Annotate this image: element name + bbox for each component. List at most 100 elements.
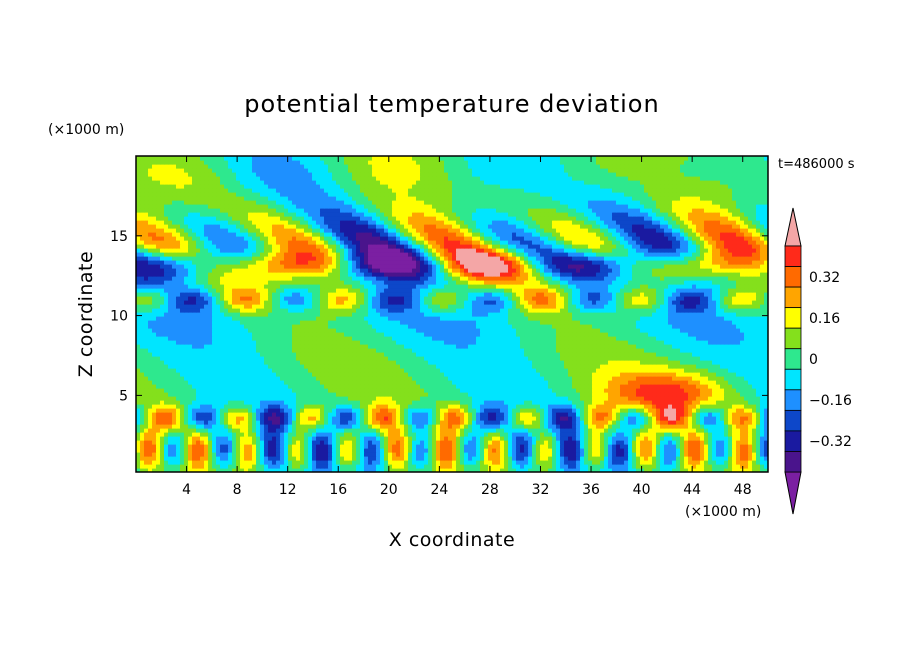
field-cell [452,464,457,469]
field-cell [544,416,549,421]
field-cell [460,432,465,437]
field-cell [596,452,601,457]
field-cell [248,424,253,429]
field-cell [244,404,249,409]
field-cell [512,460,517,465]
field-cell [380,384,385,389]
field-cell [604,392,609,397]
field-cell [396,356,401,361]
field-cell [572,388,577,393]
field-cell [736,456,741,461]
field-cell [512,416,517,421]
field-cell [592,364,597,369]
field-cell [300,364,305,369]
field-cell [504,444,509,449]
field-cell [736,388,741,393]
field-cell [520,360,525,365]
field-cell [204,420,209,425]
field-cell [176,388,181,393]
field-cell [512,368,517,373]
field-cell [344,464,349,469]
field-cell [564,392,569,397]
field-cell [532,392,537,397]
field-cell [200,444,205,449]
field-cell [624,392,629,397]
field-cell [732,368,737,373]
field-cell [200,460,205,465]
field-cell [208,424,213,429]
field-cell [400,348,405,353]
field-cell [260,344,265,349]
field-cell [396,372,401,377]
field-cell [596,408,601,413]
field-cell [668,432,673,437]
field-cell [544,456,549,461]
field-cell [328,384,333,389]
field-cell [176,344,181,349]
field-cell [704,408,709,413]
field-cell [372,364,377,369]
field-cell [752,384,757,389]
field-cell [248,432,253,437]
field-cell [560,404,565,409]
field-cell [512,344,517,349]
field-cell [608,412,613,417]
field-cell [628,368,633,373]
field-cell [752,412,757,417]
field-cell [576,452,581,457]
field-cell [428,436,433,441]
field-cell [308,356,313,361]
field-cell [296,468,301,472]
field-cell [576,392,581,397]
field-cell [448,388,453,393]
field-cell [700,448,705,453]
field-cell [696,460,701,465]
field-cell [244,428,249,433]
field-cell [304,344,309,349]
field-cell [180,372,185,377]
field-cell [236,452,241,457]
field-cell [476,372,481,377]
field-cell [220,428,225,433]
field-cell [444,428,449,433]
field-cell [732,356,737,361]
field-cell [248,420,253,425]
field-cell [480,344,485,349]
field-cell [352,412,357,417]
field-cell [560,420,565,425]
field-cell [580,396,585,401]
field-cell [720,352,725,357]
field-cell [224,424,229,429]
field-cell [168,428,173,433]
field-cell [484,352,489,357]
field-cell [472,404,477,409]
field-cell [396,420,401,425]
field-cell [740,392,745,397]
field-cell [436,372,441,377]
field-cell [540,364,545,369]
field-cell [740,420,745,425]
field-cell [704,372,709,377]
field-cell [176,452,181,457]
field-cell [140,460,145,465]
field-cell [608,464,613,469]
field-cell [596,428,601,433]
field-cell [492,464,497,469]
field-cell [464,468,469,472]
field-cell [424,376,429,381]
field-cell [748,464,753,469]
field-cell [264,396,269,401]
field-cell [164,376,169,381]
field-cell [664,400,669,405]
field-cell [264,344,269,349]
field-cell [312,380,317,385]
field-cell [480,364,485,369]
field-cell [584,468,589,472]
field-cell [484,432,489,437]
field-cell [564,460,569,465]
field-cell [224,460,229,465]
field-cell [720,416,725,421]
field-cell [356,400,361,405]
field-cell [576,380,581,385]
field-cell [664,376,669,381]
